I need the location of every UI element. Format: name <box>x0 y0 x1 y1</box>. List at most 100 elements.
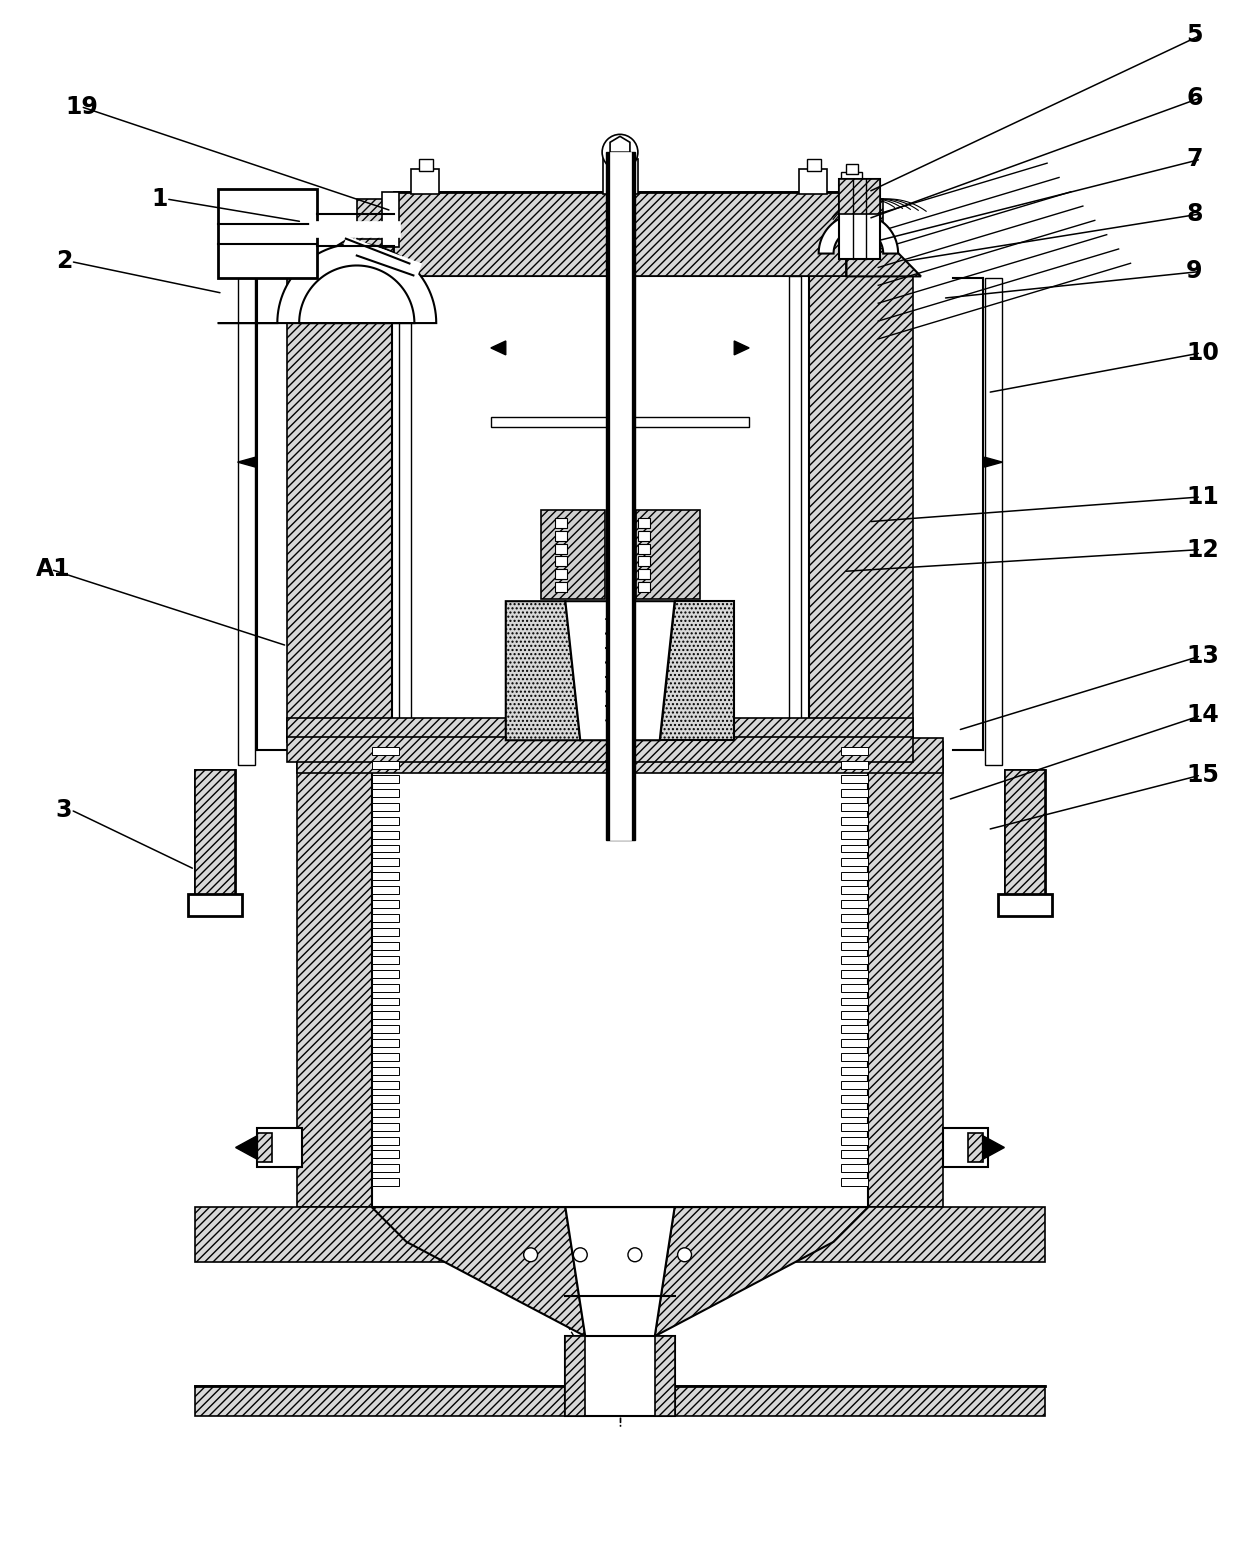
Bar <box>372 789 399 797</box>
Bar <box>372 887 399 895</box>
Bar <box>372 1164 399 1172</box>
Circle shape <box>603 134 637 170</box>
Bar <box>841 1164 868 1172</box>
Bar <box>258 1128 303 1167</box>
Text: 5: 5 <box>1187 23 1203 47</box>
Bar <box>288 277 392 742</box>
Bar <box>491 417 749 428</box>
Bar <box>841 1150 868 1158</box>
Circle shape <box>523 1248 538 1262</box>
Bar <box>372 955 399 963</box>
Text: 6: 6 <box>1187 86 1203 109</box>
Bar <box>556 582 568 593</box>
Polygon shape <box>372 1207 585 1337</box>
Bar <box>556 569 568 579</box>
Text: 10: 10 <box>1187 341 1219 364</box>
Bar <box>372 927 399 935</box>
Bar <box>556 518 568 527</box>
Bar <box>372 913 399 923</box>
Circle shape <box>627 1248 642 1262</box>
Bar <box>841 1109 868 1117</box>
Bar <box>808 277 913 742</box>
Bar <box>556 557 568 566</box>
Polygon shape <box>847 233 921 277</box>
Polygon shape <box>660 601 734 741</box>
Bar <box>606 152 635 840</box>
Bar <box>288 719 913 738</box>
Bar <box>841 983 868 991</box>
Bar <box>841 761 868 769</box>
Text: 7: 7 <box>1187 148 1203 171</box>
Bar <box>841 873 868 881</box>
Bar <box>372 983 399 991</box>
Bar <box>841 845 868 853</box>
Bar <box>288 738 913 762</box>
Bar <box>195 770 234 899</box>
Bar <box>841 1123 868 1131</box>
Polygon shape <box>506 601 580 741</box>
Text: 11: 11 <box>1187 485 1219 509</box>
Bar <box>541 510 605 599</box>
Bar <box>841 1025 868 1033</box>
Bar <box>372 761 399 769</box>
Bar <box>856 199 883 238</box>
Bar <box>841 859 868 867</box>
Bar <box>838 179 880 213</box>
Bar <box>636 510 701 599</box>
Text: 2: 2 <box>56 249 72 274</box>
Bar <box>841 191 858 246</box>
Bar <box>807 159 821 171</box>
Bar <box>372 1123 399 1131</box>
Bar <box>841 1081 868 1089</box>
Bar <box>841 997 868 1005</box>
Bar <box>841 1067 868 1075</box>
Bar <box>372 742 868 1207</box>
Bar <box>372 1109 399 1117</box>
Bar <box>637 518 650 527</box>
Bar <box>372 1136 399 1145</box>
Polygon shape <box>610 137 630 152</box>
Text: 8: 8 <box>1187 202 1203 226</box>
Bar <box>789 277 801 742</box>
Bar <box>841 927 868 935</box>
Text: 15: 15 <box>1187 762 1219 787</box>
Bar <box>195 1386 1045 1416</box>
Bar <box>868 742 942 1207</box>
Circle shape <box>677 1248 692 1262</box>
Text: 13: 13 <box>1187 644 1219 668</box>
Bar <box>655 1337 675 1416</box>
Bar <box>372 775 399 783</box>
Bar <box>841 173 862 191</box>
Bar <box>841 1136 868 1145</box>
Bar <box>556 543 568 554</box>
Bar <box>565 1337 675 1416</box>
Bar <box>841 1178 868 1186</box>
Bar <box>372 1081 399 1089</box>
Bar <box>372 817 399 825</box>
Bar <box>382 191 399 246</box>
Bar <box>298 742 372 1207</box>
Bar <box>841 969 868 977</box>
Bar <box>838 179 880 258</box>
Bar <box>841 789 868 797</box>
Polygon shape <box>491 341 506 355</box>
Bar <box>610 152 631 840</box>
Text: 19: 19 <box>66 95 99 118</box>
Bar <box>238 279 255 766</box>
Text: 12: 12 <box>1187 537 1219 562</box>
Bar <box>637 569 650 579</box>
Bar <box>637 582 650 593</box>
Polygon shape <box>565 601 675 741</box>
Polygon shape <box>565 1207 675 1337</box>
Bar <box>372 1178 399 1186</box>
Bar <box>399 277 412 742</box>
Bar <box>841 941 868 949</box>
Bar <box>419 159 433 171</box>
Bar <box>841 831 868 839</box>
Polygon shape <box>218 244 436 324</box>
Text: 3: 3 <box>56 798 72 822</box>
Polygon shape <box>288 233 393 277</box>
Bar <box>372 1053 399 1061</box>
Bar <box>841 1039 868 1047</box>
Bar <box>258 1133 273 1162</box>
